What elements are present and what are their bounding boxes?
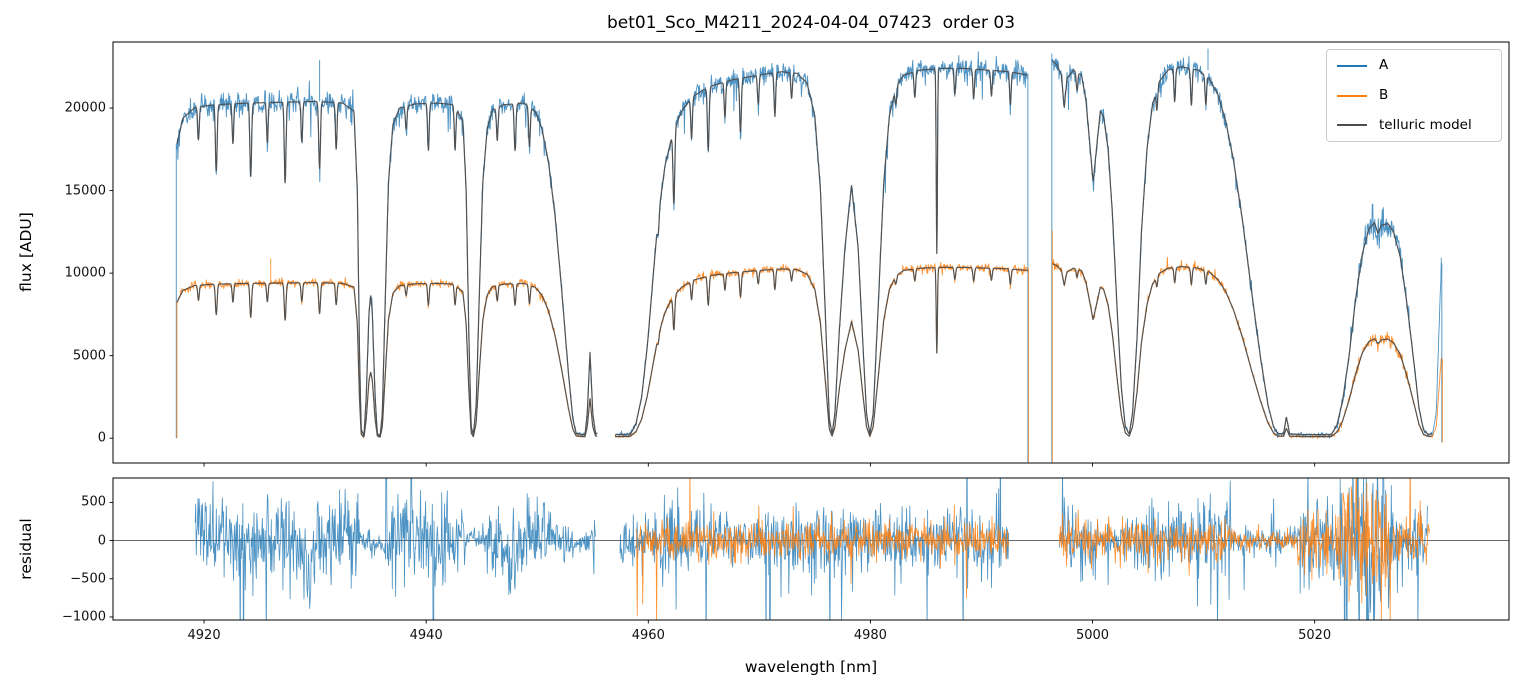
x-tick-label: 5000 [1075, 628, 1110, 643]
flux-tick-label: 15000 [64, 183, 106, 199]
legend-label-a: A [1379, 57, 1389, 73]
model-B-path [1051, 263, 1433, 438]
residual-tick-label: 0 [97, 533, 106, 549]
series-B-path [614, 261, 1028, 439]
series-B-path [176, 277, 598, 439]
series-A-path [614, 51, 1028, 438]
residual-A-path [619, 478, 1010, 620]
x-tick-label: 4960 [631, 628, 665, 643]
series-b-swatch [1337, 94, 1367, 97]
series-a-swatch [1337, 64, 1367, 67]
x-tick-label: 4940 [409, 628, 443, 643]
model-A-path [176, 100, 598, 437]
flux-tick-label: 10000 [64, 265, 106, 281]
legend-label-b: B [1379, 86, 1389, 103]
legend-entry-telluric-model: telluric model [1337, 116, 1491, 133]
residual-A-path [194, 478, 596, 620]
residual-tick-label: −500 [70, 571, 106, 587]
residual-axis-label: residual [17, 518, 35, 580]
series-A-path [176, 80, 598, 437]
flux-axis-label: flux [ADU] [17, 212, 35, 292]
x-tick-label: 4980 [853, 628, 887, 643]
model-A-path [1051, 59, 1433, 436]
residual-tick-label: 500 [81, 494, 106, 510]
x-tick-label: 5020 [1298, 628, 1332, 643]
legend-entry-B: B [1337, 86, 1491, 103]
x-tick-label: 4920 [187, 628, 221, 643]
legend: A B telluric model [1326, 49, 1502, 142]
model-B-path [176, 282, 598, 438]
top-panel-border [112, 41, 1510, 464]
legend-entry-A: A [1337, 57, 1491, 73]
telluric-model-swatch [1337, 124, 1367, 127]
flux-tick-label: 5000 [72, 348, 106, 364]
flux-tick-label: 0 [97, 430, 106, 446]
bottom-panel-border [112, 477, 1510, 621]
residual-B-path [1058, 478, 1430, 620]
model-B-path [614, 266, 1028, 438]
model-A-path [614, 67, 1028, 436]
series-B-path [1051, 256, 1442, 439]
residual-tick-label: −1000 [62, 609, 106, 625]
flux-tick-label: 20000 [64, 100, 106, 116]
page-title: bet01_Sco_M4211_2024-04-04_07423 order 0… [606, 13, 1016, 33]
legend-label-telluric-model: telluric model [1379, 116, 1472, 133]
wavelength-axis-label: wavelength [nm] [744, 658, 878, 676]
residual-B-path [635, 478, 1010, 620]
